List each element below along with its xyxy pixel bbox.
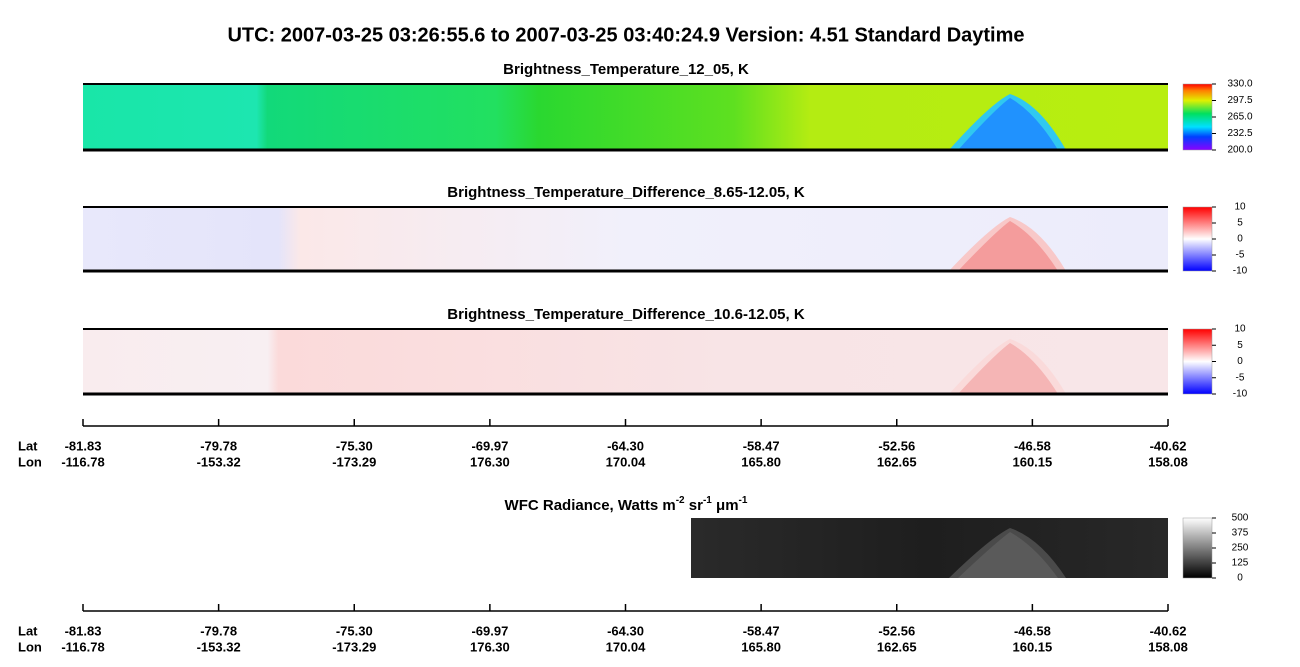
lat-value: -81.83 <box>65 623 102 638</box>
lon-value: 170.04 <box>606 639 647 654</box>
colorbar-label: -5 <box>1236 250 1245 261</box>
lat-value: -64.30 <box>607 438 644 453</box>
colorbar-label: 10 <box>1234 202 1246 213</box>
lat-value: -79.78 <box>200 623 237 638</box>
colorbar-label: 297.5 <box>1227 95 1252 106</box>
lat-value: -75.30 <box>336 623 373 638</box>
colorbar-label: 5 <box>1237 218 1243 229</box>
colorbar-label: 200.0 <box>1227 145 1252 156</box>
feature <box>958 343 1058 394</box>
colorbar-label: 232.5 <box>1227 128 1252 139</box>
lon-value: 176.30 <box>470 639 510 654</box>
title-part: -1 <box>703 495 712 506</box>
lon-value: 162.65 <box>877 454 917 469</box>
lat-value: -46.58 <box>1014 623 1051 638</box>
colorbar-label: -10 <box>1233 266 1248 277</box>
lat-value: -75.30 <box>336 438 373 453</box>
colorbar-label: -5 <box>1236 372 1245 383</box>
colorbar <box>1182 206 1213 272</box>
colorbar-label: 250 <box>1232 543 1249 554</box>
title-part: WFC Radiance, Watts m <box>505 497 676 514</box>
lat-value: -58.47 <box>743 438 780 453</box>
lat-value: -52.56 <box>878 438 915 453</box>
lon-value: 170.04 <box>606 454 647 469</box>
lon-value: 165.80 <box>741 639 781 654</box>
feature <box>958 98 1058 150</box>
lon-value: 160.15 <box>1012 454 1052 469</box>
lon-value: 165.80 <box>741 454 781 469</box>
lon-value: 176.30 <box>470 454 510 469</box>
title-part: μm <box>712 497 739 514</box>
lat-value: -79.78 <box>200 438 237 453</box>
lon-label: Lon <box>18 639 42 654</box>
lon-label: Lon <box>18 454 42 469</box>
colorbar <box>1182 83 1213 151</box>
lon-value: -116.78 <box>61 454 104 469</box>
title-part: -2 <box>676 495 685 506</box>
colorbar-label: 125 <box>1232 558 1249 569</box>
lon-value: -173.29 <box>332 639 376 654</box>
panel-title: Brightness_Temperature_Difference_8.65-1… <box>447 184 805 201</box>
lat-value: -69.97 <box>471 623 508 638</box>
panel-title: WFC Radiance, Watts m-2 sr-1 μm-1 <box>505 495 748 514</box>
lat-value: -40.62 <box>1150 623 1187 638</box>
lon-value: 158.08 <box>1148 639 1188 654</box>
colorbar-label: 330.0 <box>1227 79 1252 90</box>
feature <box>958 221 1058 271</box>
lat-label: Lat <box>18 438 38 453</box>
title: UTC: 2007-03-25 03:26:55.6 to 2007-03-25… <box>227 24 1024 46</box>
title-part: -1 <box>739 495 748 506</box>
colorbar-label: 0 <box>1237 573 1243 584</box>
colorbar-label: 0 <box>1237 356 1243 367</box>
colorbar-label: 0 <box>1237 234 1243 245</box>
colorbar-label: 500 <box>1232 513 1249 524</box>
panel-title: Brightness_Temperature_12_05, K <box>503 61 749 78</box>
lat-value: -40.62 <box>1150 438 1187 453</box>
lon-value: -153.32 <box>197 454 241 469</box>
colorbar-label: 10 <box>1234 324 1246 335</box>
lat-value: -64.30 <box>607 623 644 638</box>
lat-value: -58.47 <box>743 623 780 638</box>
lon-value: 158.08 <box>1148 454 1188 469</box>
colorbar-label: 5 <box>1237 340 1243 351</box>
lat-label: Lat <box>18 623 38 638</box>
image-panel <box>691 518 1168 578</box>
lon-value: 160.15 <box>1012 639 1052 654</box>
lon-value: -153.32 <box>197 639 241 654</box>
colorbar-label: 375 <box>1232 528 1249 539</box>
lat-value: -52.56 <box>878 623 915 638</box>
title-part: sr <box>685 497 704 514</box>
colorbar-label: -10 <box>1233 389 1248 400</box>
colorbar-label: 265.0 <box>1227 112 1252 123</box>
lon-value: -173.29 <box>332 454 376 469</box>
lon-value: 162.65 <box>877 639 917 654</box>
lon-value: -116.78 <box>61 639 104 654</box>
colorbar <box>1182 328 1213 395</box>
lat-value: -81.83 <box>65 438 102 453</box>
panel-title: Brightness_Temperature_Difference_10.6-1… <box>447 306 805 323</box>
colorbar <box>1182 517 1213 579</box>
lat-value: -46.58 <box>1014 438 1051 453</box>
lat-value: -69.97 <box>471 438 508 453</box>
feature <box>958 532 1058 578</box>
